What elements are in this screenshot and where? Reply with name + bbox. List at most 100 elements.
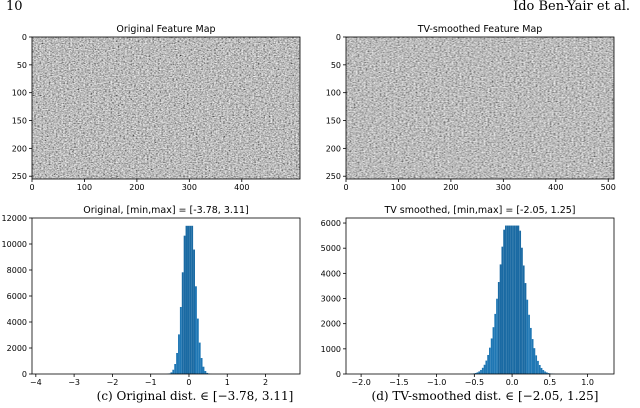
y-tick-label: 12000 (2, 214, 27, 223)
y-tick-label: 1000 (321, 345, 341, 354)
histogram-bar (194, 286, 197, 374)
histogram-bar (506, 225, 509, 374)
x-tick-label: 1.0 (581, 378, 594, 387)
histogram-bar (526, 299, 529, 374)
y-tick-label: 200 (12, 144, 27, 153)
histogram-bar (478, 371, 481, 374)
histogram-bar (490, 338, 493, 374)
y-tick-label: 0 (22, 33, 27, 42)
y-tick-label: 4000 (321, 269, 341, 278)
page-number: 10 (6, 0, 23, 14)
y-tick-label: 2000 (321, 320, 341, 329)
histogram-bar (178, 334, 180, 374)
x-tick-label: 200 (443, 183, 458, 192)
x-tick-label: −2 (107, 378, 119, 387)
histogram-bar (176, 352, 179, 374)
histogram-bar (494, 313, 497, 374)
histogram-bar (503, 229, 506, 374)
histogram-bar (513, 225, 516, 374)
histogram-bar (547, 373, 550, 374)
x-tick-label: 400 (548, 183, 563, 192)
histogram-bar (481, 367, 484, 374)
y-tick-label: 100 (12, 89, 27, 98)
x-tick-label: 0.0 (506, 378, 519, 387)
y-tick-label: 6000 (7, 292, 27, 301)
x-tick-label: −4 (30, 378, 42, 387)
histogram-bar (508, 225, 511, 374)
y-tick-label: 200 (326, 144, 341, 153)
x-tick-label: 100 (391, 183, 406, 192)
histogram-bar (204, 371, 207, 374)
histogram-bar (487, 354, 490, 374)
histogram-bar (505, 225, 507, 374)
histogram-bar (183, 235, 186, 374)
histogram-bar (533, 348, 536, 374)
histogram-bar (512, 225, 514, 374)
caption-c: (c) Original dist. ∈ [−3.78, 3.11] (96, 389, 294, 403)
histogram-bar (476, 372, 479, 374)
histogram-bar (545, 372, 548, 374)
y-tick-label: 3000 (321, 295, 341, 304)
histogram-bar (198, 342, 201, 374)
feature-map-image (346, 37, 614, 179)
y-tick-label: 0 (22, 370, 27, 379)
histogram-bar (191, 225, 194, 374)
histogram-bar (521, 247, 523, 374)
histogram-bar (497, 282, 500, 374)
histogram-bar (170, 372, 173, 374)
x-tick-label: 0 (343, 183, 348, 192)
histogram-bar (200, 358, 203, 374)
histogram-bar (540, 367, 543, 374)
y-tick-label: 4000 (7, 318, 27, 327)
histogram-bar (483, 364, 486, 374)
axes-frame (345, 36, 615, 180)
histogram-bar (535, 355, 538, 374)
histogram-bar (474, 373, 477, 374)
x-tick-label: 0.5 (543, 378, 556, 387)
y-tick-label: 0 (336, 370, 341, 379)
x-tick-label: 1 (225, 378, 230, 387)
histogram-bar (172, 369, 175, 374)
axes-frame (345, 217, 615, 375)
histogram-bar (519, 230, 522, 374)
panel-title: Original Feature Map (116, 24, 215, 35)
y-tick-label: 0 (336, 33, 341, 42)
panel-title: TV-smoothed Feature Map (417, 24, 543, 35)
x-tick-label: 0 (186, 378, 191, 387)
x-tick-label: 300 (182, 183, 197, 192)
histogram-bar (544, 371, 546, 374)
x-tick-label: 2 (263, 378, 268, 387)
histogram-bar (531, 339, 534, 374)
y-tick-label: 2000 (7, 344, 27, 353)
histogram-bar (528, 314, 530, 374)
histogram-bar (206, 372, 209, 374)
histogram-bar (187, 225, 190, 374)
y-tick-label: 5000 (321, 244, 341, 253)
y-tick-label: 250 (12, 172, 27, 181)
histogram-bar (196, 318, 199, 374)
histogram-bar (537, 360, 539, 374)
panel-title: Original, [min,max] = [-3.78, 3.11] (83, 205, 248, 216)
x-tick-label: 100 (77, 183, 92, 192)
axes-frame (31, 217, 301, 375)
histogram-bar (489, 347, 491, 374)
x-tick-label: −1 (145, 378, 157, 387)
histogram-bar (496, 298, 498, 374)
y-tick-label: 8000 (7, 266, 27, 275)
feature-map-image (32, 37, 300, 179)
y-tick-label: 50 (331, 61, 341, 70)
histogram-bar (193, 249, 195, 374)
x-tick-label: 500 (601, 183, 616, 192)
histogram-bar (515, 225, 518, 374)
x-tick-label: 0 (29, 183, 34, 192)
histogram-bar (480, 369, 482, 374)
x-tick-label: 200 (129, 183, 144, 192)
histogram-bar (529, 327, 532, 374)
y-tick-label: 250 (326, 172, 341, 181)
histogram-bar (202, 366, 205, 374)
histogram-bar (185, 225, 188, 374)
x-tick-label: −3 (68, 378, 80, 387)
histogram-bar (485, 360, 488, 374)
histogram-bar (189, 225, 192, 374)
